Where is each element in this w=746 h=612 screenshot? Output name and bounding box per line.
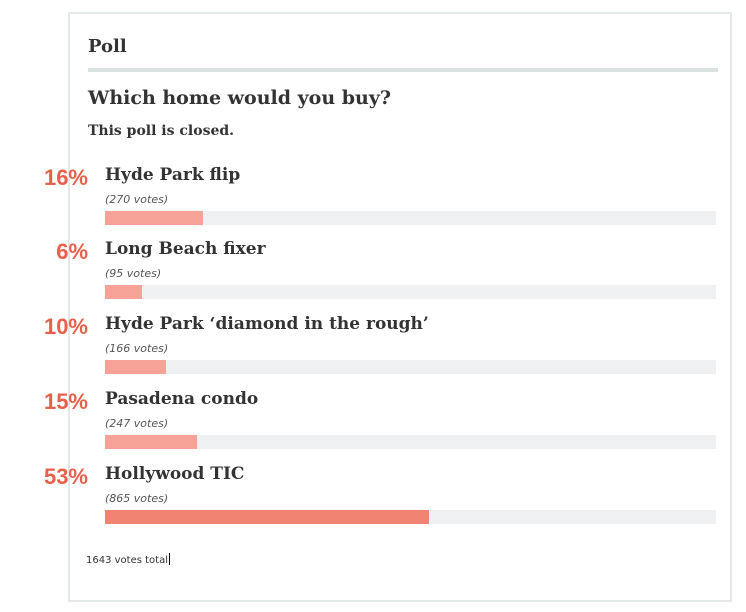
option-percent: 53% bbox=[43, 464, 88, 489]
option-label: Hollywood TIC bbox=[105, 464, 245, 484]
option-percent: 16% bbox=[43, 165, 88, 190]
poll-question: Which home would you buy? bbox=[88, 87, 392, 109]
option-votes: (166 votes) bbox=[105, 342, 169, 355]
option-votes: (247 votes) bbox=[105, 417, 169, 430]
option-label: Hyde Park flip bbox=[105, 165, 241, 185]
option-bar-track bbox=[105, 510, 716, 524]
option-label: Pasadena condo bbox=[105, 389, 259, 409]
option-percent: 6% bbox=[56, 239, 88, 264]
poll-option: 53% Hollywood TIC (865 votes) bbox=[0, 464, 746, 534]
option-bar-fill bbox=[105, 510, 429, 524]
option-bar-track bbox=[105, 211, 716, 225]
option-votes: (270 votes) bbox=[105, 193, 169, 206]
poll-widget: Poll Which home would you buy? This poll… bbox=[68, 12, 732, 602]
text-cursor bbox=[169, 553, 170, 565]
poll-status: This poll is closed. bbox=[88, 123, 235, 139]
option-label: Hyde Park ‘diamond in the rough’ bbox=[105, 314, 429, 334]
votes-total: 1643 votes total bbox=[86, 553, 170, 566]
option-votes: (95 votes) bbox=[105, 267, 162, 280]
option-percent: 10% bbox=[43, 314, 88, 339]
votes-total-text: 1643 votes total bbox=[86, 555, 168, 566]
poll-option: 6% Long Beach fixer (95 votes) bbox=[0, 239, 746, 309]
option-bar-fill bbox=[105, 435, 197, 449]
option-bar-track bbox=[105, 285, 716, 299]
poll-option: 10% Hyde Park ‘diamond in the rough’ (16… bbox=[0, 314, 746, 384]
poll-option: 15% Pasadena condo (247 votes) bbox=[0, 389, 746, 459]
option-percent: 15% bbox=[43, 389, 88, 414]
poll-header: Poll bbox=[88, 36, 127, 57]
option-votes: (865 votes) bbox=[105, 492, 169, 505]
option-bar-fill bbox=[105, 360, 167, 374]
header-divider bbox=[88, 68, 718, 72]
poll-option: 16% Hyde Park flip (270 votes) bbox=[0, 165, 746, 235]
option-label: Long Beach fixer bbox=[105, 239, 266, 259]
option-bar-track bbox=[105, 360, 716, 374]
option-bar-fill bbox=[105, 285, 142, 299]
option-bar-fill bbox=[105, 211, 203, 225]
option-bar-track bbox=[105, 435, 716, 449]
